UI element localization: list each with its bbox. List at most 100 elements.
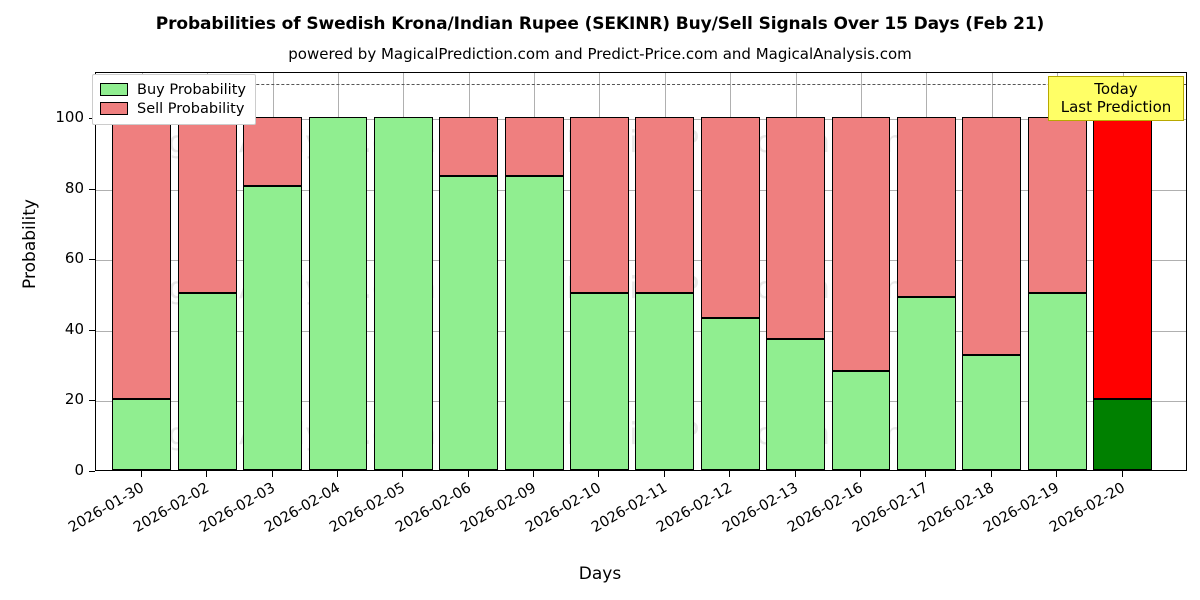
bar-segment-sell[interactable] [570,116,629,294]
bar-segment-sell[interactable] [504,116,564,176]
bar-column[interactable] [962,73,1022,470]
x-tick-label: 2026-02-04 [261,480,343,536]
y-tick-label: 100 [55,107,84,126]
bar-segment-buy[interactable] [373,116,433,470]
x-tick-mark [925,471,927,477]
bar-column[interactable] [766,73,826,470]
x-tick-label: 2026-02-17 [850,480,932,536]
bar-column[interactable] [831,73,891,470]
bar-segment-sell[interactable] [177,116,237,294]
bar-segment-sell[interactable] [635,116,695,294]
plot-area: MagicalAnalysis.comMagicalPrediction.com… [95,72,1187,471]
today-annotation-line2: Last Prediction [1060,98,1172,116]
bar-segment-sell[interactable] [112,116,172,400]
chart-title: Probabilities of Swedish Krona/Indian Ru… [155,14,1045,34]
bar-segment-sell[interactable] [243,116,302,186]
bar-column[interactable] [700,73,760,470]
bar-segment-buy[interactable] [308,116,368,470]
bar-column[interactable] [373,73,433,470]
x-tick-label: 2026-02-05 [327,480,409,536]
x-tick-mark [729,471,731,477]
x-tick-label: 2026-02-16 [785,480,867,536]
bar-segment-sell[interactable] [1093,116,1153,400]
bar-segment-sell[interactable] [1027,116,1087,294]
bar-segment-sell[interactable] [962,116,1022,356]
bar-segment-buy[interactable] [897,296,956,470]
bar-segment-sell[interactable] [831,116,891,372]
bar-segment-buy[interactable] [831,371,891,470]
y-tick-label: 80 [64,178,84,197]
x-tick-mark [1056,471,1058,477]
x-tick-mark [402,471,404,477]
bar-segment-buy[interactable] [504,175,564,470]
bar-segment-buy[interactable] [439,175,499,470]
bar-segment-buy[interactable] [112,399,172,470]
x-tick-label: 2026-02-13 [719,480,801,536]
x-tick-mark [663,471,665,477]
today-annotation: Today Last Prediction [1048,76,1184,121]
bar-column[interactable] [635,73,695,470]
bar-column[interactable] [1027,73,1087,470]
x-tick-label: 2026-02-03 [196,480,278,536]
x-tick-mark [206,471,208,477]
x-tick-mark [533,471,535,477]
bar-segment-buy[interactable] [570,293,629,470]
bar-segment-sell[interactable] [766,116,826,340]
y-axis-label: Probability [20,199,40,289]
bar-column[interactable] [308,73,368,470]
bar-segment-buy[interactable] [243,185,302,470]
y-tick-label: 20 [64,390,84,409]
x-tick-mark [140,471,142,477]
bar-segment-buy[interactable] [1027,293,1087,470]
bar-column[interactable] [504,73,564,470]
bar-segment-buy[interactable] [1093,399,1153,470]
bar-column[interactable] [570,73,629,470]
chart-legend: Buy Probability Sell Probability [92,74,256,125]
x-tick-mark [990,471,992,477]
bar-segment-buy[interactable] [177,293,237,470]
x-tick-mark [598,471,600,477]
bar-segment-buy[interactable] [700,318,760,470]
bar-segment-buy[interactable] [766,339,826,470]
reference-dashed-line [96,83,1186,85]
x-tick-mark [794,471,796,477]
bar-column[interactable] [112,73,172,470]
today-annotation-line1: Today [1094,80,1138,98]
y-tick-label: 0 [74,461,84,479]
x-tick-label: 2026-02-02 [131,480,213,536]
x-tick-mark [467,471,469,477]
x-tick-mark [271,471,273,477]
x-tick-mark [1121,471,1123,477]
bar-column[interactable] [243,73,302,470]
legend-item-sell: Sell Probability [100,99,246,118]
bar-segment-sell[interactable] [439,116,499,176]
x-tick-label: 2026-02-18 [915,480,997,536]
y-tick-mark [89,471,95,472]
bar-segment-sell[interactable] [700,116,760,319]
bar-column[interactable] [177,73,237,470]
bar-segment-sell[interactable] [897,116,956,297]
x-axis-label: Days [578,564,622,584]
bar-column[interactable] [1093,73,1153,470]
x-tick-label: 2026-02-19 [981,480,1063,536]
bar-segment-buy[interactable] [635,293,695,470]
x-tick-label: 2026-02-06 [392,480,474,536]
x-tick-label: 2026-02-11 [588,480,670,536]
plot-inner: MagicalAnalysis.comMagicalPrediction.com… [96,73,1186,470]
bar-segment-buy[interactable] [962,355,1022,470]
y-tick-label: 40 [64,319,84,338]
bar-column[interactable] [897,73,956,470]
legend-swatch-sell-icon [100,102,128,115]
x-tick-mark [860,471,862,477]
x-tick-label: 2026-02-12 [654,480,736,536]
legend-label-buy: Buy Probability [137,81,246,98]
y-tick-label: 60 [64,249,84,268]
chart-subtitle: powered by MagicalPrediction.com and Pre… [288,45,912,63]
legend-item-buy: Buy Probability [100,80,246,99]
x-tick-label: 2026-02-09 [458,480,540,536]
x-tick-label: 2026-02-20 [1046,480,1128,536]
x-tick-label: 2026-01-30 [65,480,147,536]
x-tick-label: 2026-02-10 [523,480,605,536]
bar-column[interactable] [439,73,499,470]
